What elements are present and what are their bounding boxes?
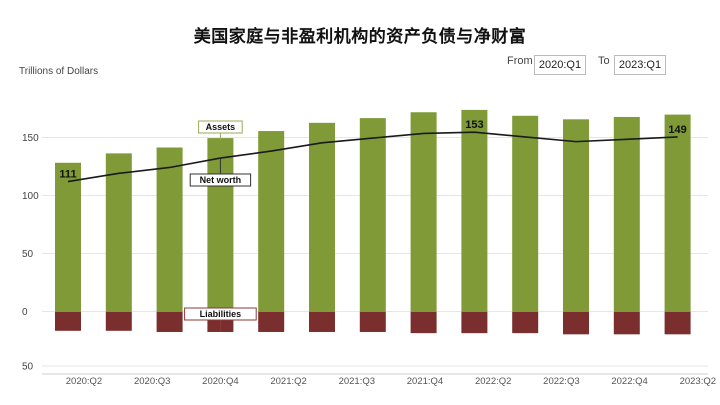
annotation-box [184,307,257,321]
liabilities-bar [156,312,183,332]
net-worth-data-label: 153 [465,119,483,131]
liabilities-bar [309,312,335,332]
net-worth-data-label: 149 [668,124,686,136]
assets-bar [664,114,691,312]
x-tick-label: 2020:Q4 [202,376,238,387]
liabilities-bar [258,312,285,332]
assets-bar [461,109,488,313]
y-axis-unit: Trillions of Dollars [19,66,99,77]
x-tick-label: 2020:Q2 [66,376,102,387]
assets-bar [55,162,81,312]
liabilities-bar [359,312,386,332]
axis-layer: 150 100 50 0 50 2020:Q2 2020:Q3 2020:Q4 2021:Q2 2… [22,133,716,387]
annotation-label: Assets [206,122,236,132]
y-tick-label: 0 [22,307,28,318]
assets-bar [512,115,539,313]
annotation-label: Liabilities [200,309,242,319]
assets-bar [309,122,335,312]
assets-bar [258,131,285,312]
x-tick-label: 2022:Q2 [475,376,511,387]
x-tick-label: 2021:Q4 [407,376,443,387]
y-tick-label: 150 [22,133,39,144]
assets-bar [105,153,132,312]
assets-bar [156,147,183,312]
liabilities-bar [664,312,691,335]
liabilities-bar [563,312,589,335]
annotation-label: Net worth [200,175,242,185]
assets-bar [613,116,640,312]
bar-layer [55,109,691,335]
liabilities-bar [410,312,437,334]
net-worth-data-label: 111 [59,169,76,181]
x-tick-label: 2022:Q3 [543,376,579,387]
assets-bar [563,119,589,312]
x-tick-label: 2020:Q3 [134,376,170,387]
line-layer [67,131,678,183]
annotation-layer: Assets Net worth Liabilities [184,120,257,332]
annotation-box [198,120,243,134]
y-tick-label: 50 [22,249,34,260]
y-tick-label: 100 [22,191,39,202]
x-tick-label: 2021:Q3 [339,376,375,387]
annotation-box [189,173,252,187]
label-layer: 111 153 149 [59,119,686,180]
from-date-input[interactable]: 2020:Q1 [534,55,586,75]
to-date-input[interactable]: 2023:Q1 [614,55,666,75]
chart-title: 美国家庭与非盈利机构的资产负债与净财富 [193,27,527,47]
x-tick-label: 2022:Q4 [611,376,647,387]
liabilities-bar [613,312,640,335]
assets-bar [359,118,386,312]
x-tick-label: 2023:Q2 [680,376,716,387]
to-label: To [598,55,610,67]
net-worth-line [67,131,678,183]
assets-bar [410,112,437,312]
from-label: From [507,55,533,67]
liabilities-bar [55,312,81,331]
liabilities-bar [105,312,132,331]
x-tick-label: 2021:Q2 [270,376,306,387]
liabilities-bar [461,312,488,334]
y-tick-label: 50 [22,362,34,373]
liabilities-bar [512,312,539,334]
